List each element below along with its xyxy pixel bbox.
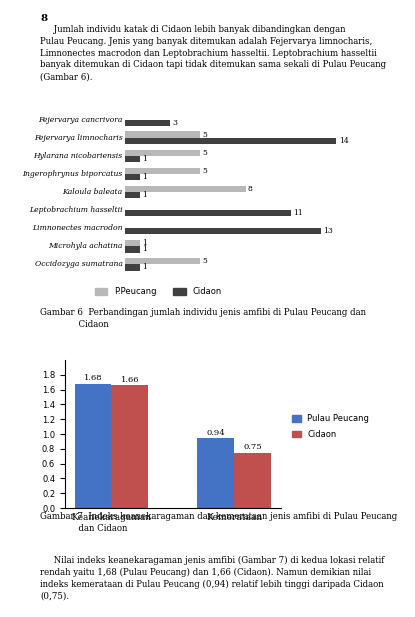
Legend: P.Peucang, Cidaon: P.Peucang, Cidaon bbox=[91, 284, 225, 300]
Text: Nilai indeks keanekaragaman jenis amfibi (Gambar 7) di kedua lokasi relatif
rend: Nilai indeks keanekaragaman jenis amfibi… bbox=[40, 556, 384, 601]
Text: 1: 1 bbox=[142, 239, 147, 247]
Bar bbox=[124, 131, 200, 138]
Text: 3: 3 bbox=[172, 119, 177, 127]
Text: Microhyla achatina: Microhyla achatina bbox=[48, 242, 122, 251]
Text: 1: 1 bbox=[142, 173, 147, 181]
Bar bbox=[124, 120, 170, 126]
Text: 14: 14 bbox=[339, 137, 349, 145]
Text: Occidozyga sumatrana: Occidozyga sumatrana bbox=[34, 260, 122, 268]
Bar bbox=[124, 156, 139, 162]
Text: Hylarana nicobariensis: Hylarana nicobariensis bbox=[33, 152, 122, 160]
Text: Ingerophrynus biporcatus: Ingerophrynus biporcatus bbox=[22, 170, 122, 178]
Text: Leptobrachium hasseltii: Leptobrachium hasseltii bbox=[29, 206, 122, 214]
Bar bbox=[197, 439, 234, 508]
Text: Gambar 6  Perbandingan jumlah individu jenis amfibi di Pulau Peucang dan
       : Gambar 6 Perbandingan jumlah individu je… bbox=[40, 308, 366, 329]
Text: 1.66: 1.66 bbox=[121, 376, 139, 384]
Bar bbox=[124, 264, 139, 271]
Bar bbox=[124, 174, 139, 180]
Bar bbox=[112, 385, 148, 508]
Text: Fejervarya cancrivora: Fejervarya cancrivora bbox=[38, 116, 122, 124]
Text: 1: 1 bbox=[142, 263, 147, 271]
Bar bbox=[124, 192, 139, 198]
Text: 11: 11 bbox=[293, 209, 303, 217]
Bar bbox=[75, 384, 112, 508]
Text: Limnonectes macrodon: Limnonectes macrodon bbox=[32, 224, 122, 232]
Text: 1: 1 bbox=[142, 246, 147, 254]
Bar bbox=[124, 258, 200, 264]
Bar bbox=[124, 240, 139, 246]
Bar bbox=[124, 168, 200, 174]
Text: 1.68: 1.68 bbox=[84, 374, 103, 382]
Legend: Pulau Peucang, Cidaon: Pulau Peucang, Cidaon bbox=[289, 411, 373, 442]
Text: 1: 1 bbox=[142, 155, 147, 163]
Bar bbox=[124, 149, 200, 156]
Bar bbox=[124, 228, 321, 234]
Text: 5: 5 bbox=[203, 149, 208, 157]
Text: 1: 1 bbox=[142, 191, 147, 199]
Text: Kaloula baleata: Kaloula baleata bbox=[62, 188, 122, 196]
Text: Gambar 7  Indeks keanekaragaman dan kemerataan jenis amfibi di Pulau Peucang
   : Gambar 7 Indeks keanekaragaman dan kemer… bbox=[40, 512, 397, 533]
Text: 5: 5 bbox=[203, 131, 208, 139]
Bar bbox=[124, 210, 291, 217]
Text: 0.94: 0.94 bbox=[206, 429, 225, 437]
Text: 5: 5 bbox=[203, 167, 208, 175]
Bar bbox=[124, 246, 139, 252]
Text: 8: 8 bbox=[248, 185, 253, 193]
Text: 5: 5 bbox=[203, 257, 208, 265]
Text: Fejervarya limnocharis: Fejervarya limnocharis bbox=[34, 134, 122, 142]
Text: Jumlah individu katak di Cidaon lebih banyak dibandingkan dengan
Pulau Peucang. : Jumlah individu katak di Cidaon lebih ba… bbox=[40, 25, 386, 81]
Text: 13: 13 bbox=[324, 227, 333, 235]
Text: 8: 8 bbox=[40, 14, 47, 23]
Bar bbox=[234, 452, 271, 508]
Bar bbox=[124, 186, 246, 192]
Text: 0.75: 0.75 bbox=[243, 443, 262, 451]
Bar bbox=[124, 138, 337, 144]
